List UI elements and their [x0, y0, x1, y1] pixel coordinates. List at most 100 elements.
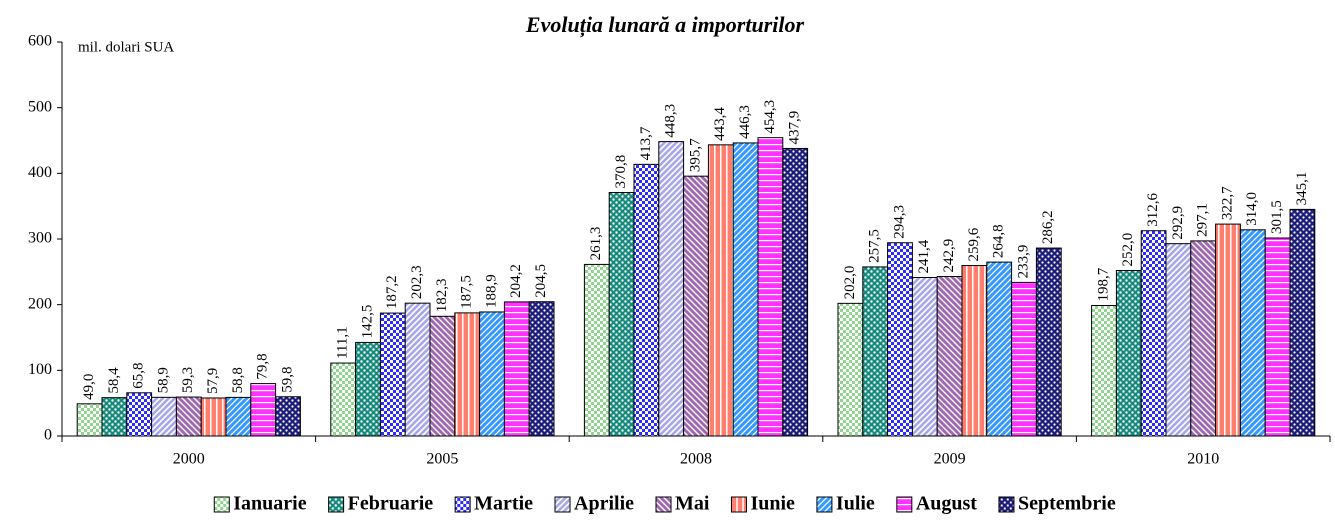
value-label: 233,9 [1015, 245, 1031, 279]
value-label: 292,9 [1170, 206, 1186, 240]
legend-swatch [816, 496, 833, 513]
bar [1091, 305, 1117, 437]
value-label: 58,9 [155, 367, 171, 393]
x-tick-label: 2010 [1187, 451, 1219, 468]
value-label: 286,2 [1040, 210, 1056, 244]
value-label: 252,0 [1120, 233, 1136, 267]
bar [1239, 229, 1266, 437]
value-label: 182,3 [434, 279, 450, 313]
y-tick-label: 500 [28, 98, 52, 115]
legend-swatch [328, 496, 345, 513]
bar [936, 275, 963, 437]
y-tick-label: 600 [28, 33, 52, 50]
value-label: 241,4 [916, 239, 932, 273]
legend: Ianuarie Februarie Martie Aprilie Mai Iunie Iu… [213, 493, 1116, 515]
bar [379, 312, 406, 437]
y-tick-label: 100 [28, 361, 52, 378]
chart-title: Evoluția lunară a importurilor [525, 12, 805, 38]
legend-label: August [916, 493, 977, 515]
x-tick-label: 2000 [173, 451, 205, 468]
value-label: 204,5 [533, 264, 549, 298]
value-label: 59,3 [180, 367, 196, 393]
bar [683, 175, 709, 437]
legend-swatch [454, 496, 471, 513]
bar [454, 312, 481, 437]
bar [404, 302, 431, 437]
bar [1215, 223, 1241, 437]
value-label: 294,3 [891, 205, 907, 239]
legend-label: Ianuarie [233, 493, 306, 515]
value-label: 322,7 [1219, 186, 1235, 220]
bar [429, 315, 456, 437]
bar [151, 396, 177, 437]
y-tick-label: 0 [44, 427, 52, 444]
value-label: 111,1 [335, 326, 351, 359]
bar [1140, 230, 1167, 437]
value-label: 58,4 [106, 367, 122, 394]
value-label: 454,3 [762, 100, 778, 134]
y-tick-label: 300 [28, 230, 52, 247]
legend-swatch [998, 496, 1015, 513]
value-label: 188,9 [483, 274, 499, 308]
unit-annotation: mil. dolari SUA [78, 39, 174, 55]
bar [275, 396, 301, 437]
bar [225, 396, 252, 437]
bar [528, 301, 555, 437]
value-label: 312,6 [1145, 192, 1161, 226]
bar [583, 263, 610, 437]
bar [862, 266, 889, 437]
value-label: 345,1 [1294, 172, 1310, 206]
legend-label: Martie [474, 493, 533, 515]
value-label: 259,6 [966, 227, 982, 261]
value-label: 57,9 [205, 368, 221, 394]
legend-label: Mai [675, 493, 710, 515]
value-label: 187,2 [384, 275, 400, 309]
x-tick-label: 2008 [680, 451, 712, 468]
value-label: 257,5 [867, 229, 883, 263]
value-label: 395,7 [687, 138, 703, 172]
value-label: 58,8 [230, 367, 246, 393]
bar [1011, 281, 1037, 437]
bar [126, 392, 153, 437]
bar [707, 144, 734, 437]
bar [732, 142, 759, 437]
bar [1289, 208, 1316, 437]
legend-label: Septembrie [1018, 493, 1116, 515]
value-label: 202,0 [842, 266, 858, 300]
value-label: 59,8 [279, 366, 295, 392]
legend-label: Iunie [750, 493, 795, 515]
x-tick-label: 2009 [934, 451, 966, 468]
value-label: 264,8 [991, 224, 1007, 258]
value-label: 142,5 [359, 305, 375, 339]
legend-label: Aprilie [574, 493, 634, 515]
legend-label: Iulie [836, 493, 875, 515]
bar [1264, 237, 1291, 437]
value-label: 49,0 [81, 374, 97, 400]
bar [76, 403, 103, 437]
value-label: 242,9 [941, 239, 957, 273]
bar [887, 242, 913, 437]
value-label: 301,5 [1269, 200, 1285, 234]
value-label: 446,3 [737, 105, 753, 139]
bar [757, 137, 784, 437]
bar [986, 261, 1013, 437]
value-label: 314,0 [1244, 192, 1260, 226]
value-label: 443,4 [712, 107, 728, 141]
value-label: 198,7 [1095, 267, 1111, 301]
legend-swatch [554, 496, 571, 513]
bar [101, 397, 128, 437]
y-tick-label: 400 [28, 164, 52, 181]
bar [608, 192, 635, 437]
value-label: 297,1 [1195, 203, 1211, 237]
legend-swatch [730, 496, 747, 513]
x-tick-label: 2005 [426, 451, 458, 468]
bar [1115, 270, 1142, 437]
bar [175, 396, 202, 437]
value-label: 448,3 [663, 104, 679, 138]
y-tick-label: 200 [28, 295, 52, 312]
bar [1190, 240, 1217, 437]
bar [658, 141, 685, 437]
bar [633, 163, 660, 437]
bar [1165, 243, 1192, 437]
